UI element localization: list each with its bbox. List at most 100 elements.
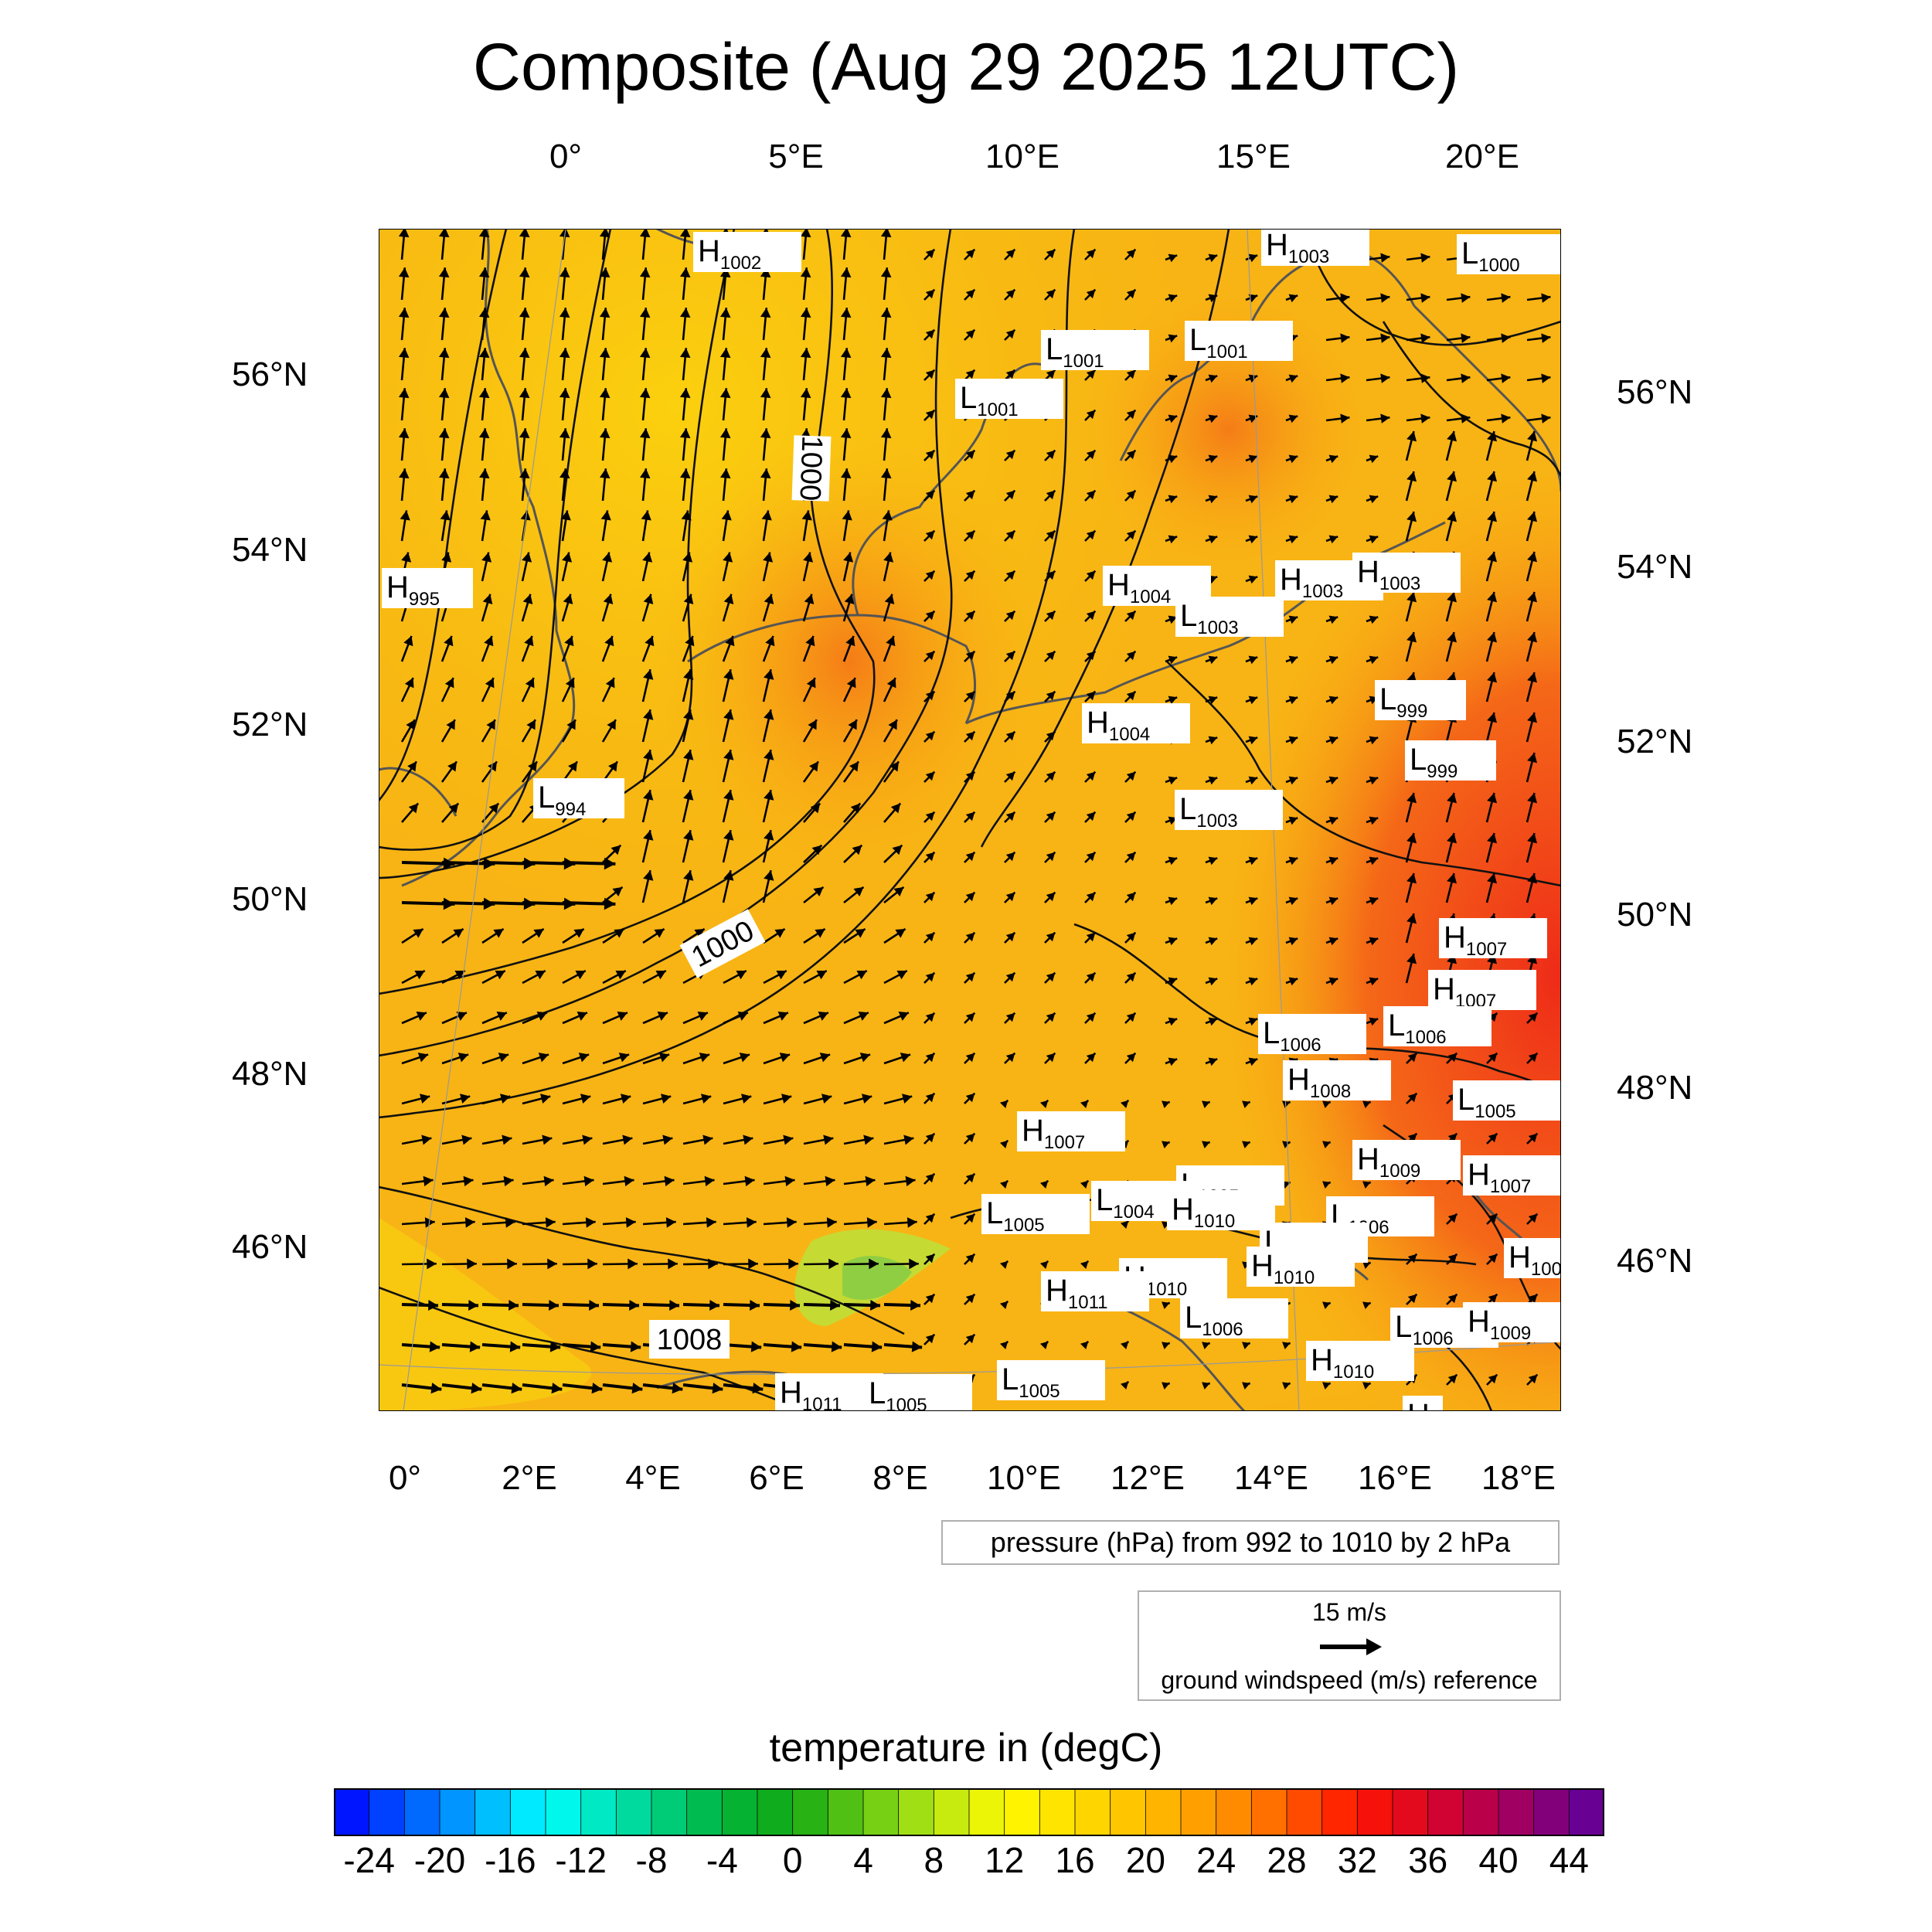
colorbar-box xyxy=(369,1788,406,1836)
colorbar-box xyxy=(968,1788,1005,1836)
isobar-label: 1000 xyxy=(794,435,828,502)
colorbar-box xyxy=(1392,1788,1429,1836)
colorbar-tick-label: 0 xyxy=(782,1840,803,1880)
colorbar-box xyxy=(792,1788,829,1836)
colorbar-tick-label: 32 xyxy=(1337,1840,1377,1880)
colorbar-tick-label: -12 xyxy=(555,1840,607,1880)
colorbar-box xyxy=(1533,1788,1570,1836)
high-pressure-label: H1011 xyxy=(1041,1271,1149,1313)
colorbar-box xyxy=(545,1788,582,1836)
low-pressure-label: L1006 xyxy=(1383,1006,1492,1048)
top-lon-label: 20°E xyxy=(1445,138,1519,175)
low-pressure-label: L1001 xyxy=(1041,330,1149,372)
top-lon-label: 15°E xyxy=(1216,138,1291,175)
right-lat-label: 54°N xyxy=(1617,548,1693,586)
colorbar-tick-label: 8 xyxy=(923,1840,944,1880)
colorbar-box xyxy=(439,1788,476,1836)
colorbar-tick-label: 16 xyxy=(1055,1840,1095,1880)
wind-reference-legend: 15 m/s ground windspeed (m/s) reference xyxy=(1138,1590,1561,1701)
bottom-lon-label: 10°E xyxy=(987,1459,1061,1497)
high-pressure-label: H1003 xyxy=(1261,229,1369,267)
colorbar-box xyxy=(474,1788,512,1836)
bottom-lon-label: 18°E xyxy=(1481,1459,1556,1497)
colorbar-box xyxy=(827,1788,864,1836)
colorbar-box xyxy=(898,1788,935,1836)
colorbar-box xyxy=(580,1788,617,1836)
low-pressure-label: L999 xyxy=(1405,740,1496,782)
bottom-lon-label: 2°E xyxy=(502,1459,557,1497)
colorbar-box xyxy=(1074,1788,1111,1836)
wind-reference-arrow-icon xyxy=(1320,1638,1382,1655)
low-pressure-label: L1005 xyxy=(997,1360,1105,1402)
bottom-lon-label: 12°E xyxy=(1111,1459,1185,1497)
low-pressure-label: L999 xyxy=(1375,680,1466,722)
left-lat-label: 54°N xyxy=(232,531,308,569)
low-pressure-label: L994 xyxy=(533,778,624,820)
page-title: Composite (Aug 29 2025 12UTC) xyxy=(472,30,1460,104)
bottom-lon-label: 4°E xyxy=(625,1459,681,1497)
colorbar-box xyxy=(334,1788,370,1836)
high-pressure-label: H995 xyxy=(382,568,473,610)
left-lat-label: 56°N xyxy=(232,355,308,393)
low-pressure-label: L1005 xyxy=(864,1374,972,1411)
colorbar-box xyxy=(1145,1788,1182,1836)
colorbar-box xyxy=(1427,1788,1464,1836)
colorbar-box xyxy=(1462,1788,1499,1836)
high-pressure-label: H100 xyxy=(1504,1238,1561,1280)
high-pressure-label: H1009 xyxy=(1463,1302,1561,1344)
wind-reference-caption: ground windspeed (m/s) reference xyxy=(1161,1666,1538,1694)
low-pressure-label: L1001 xyxy=(1185,321,1293,362)
colorbar-tick-label: -4 xyxy=(706,1840,738,1880)
low-pressure-label: L1001 xyxy=(955,379,1063,420)
high-pressure-label: H1003 xyxy=(1352,553,1461,594)
colorbar-tick-label: 4 xyxy=(853,1840,873,1880)
colorbar-box xyxy=(1498,1788,1535,1836)
colorbar-box xyxy=(721,1788,758,1836)
right-lat-label: 52°N xyxy=(1617,723,1693,760)
colorbar-box xyxy=(1568,1788,1604,1836)
high-pressure-label: H1007 xyxy=(1428,970,1536,1012)
wind-reference-speed: 15 m/s xyxy=(1311,1598,1387,1626)
high-pressure-label: H1008 xyxy=(1283,1060,1391,1102)
high-pressure-label: H1002 xyxy=(693,232,801,274)
right-lat-label: 50°N xyxy=(1617,896,1693,934)
colorbar-box xyxy=(1321,1788,1359,1836)
colorbar-tick-label: -20 xyxy=(413,1840,466,1880)
colorbar-box xyxy=(651,1788,688,1836)
colorbar-box xyxy=(862,1788,900,1836)
colorbar-box xyxy=(509,1788,546,1836)
pressure-center-labels: H1002 H1003 L1000 L1001 L1001 L1001 H995 H1004 L… xyxy=(382,229,1561,1411)
colorbar-box xyxy=(403,1788,440,1836)
low-pressure-label: L1003 xyxy=(1175,790,1283,832)
colorbar-box xyxy=(1286,1788,1323,1836)
colorbar-tick-label: 20 xyxy=(1125,1840,1165,1880)
left-lat-label: 48°N xyxy=(232,1055,308,1093)
low-pressure-label: L1000 xyxy=(1457,234,1561,276)
colorbar-tick-label: 12 xyxy=(985,1840,1025,1880)
bottom-lon-label: 14°E xyxy=(1234,1459,1308,1497)
right-lat-label: 48°N xyxy=(1617,1069,1693,1107)
bottom-lon-label: 8°E xyxy=(872,1459,928,1497)
colorbar-box xyxy=(686,1788,723,1836)
high-pressure-label: H1007 xyxy=(1463,1155,1561,1197)
map-canvas: H1002 H1003 L1000 L1001 L1001 L1001 H995 H1004 L… xyxy=(379,229,1561,1411)
colorbar-box xyxy=(615,1788,652,1836)
right-lat-label: 46°N xyxy=(1617,1242,1693,1280)
isobar-label: 1008 xyxy=(657,1324,723,1356)
weather-map: H1002 H1003 L1000 L1001 L1001 L1001 H995 H1004 L… xyxy=(379,229,1561,1411)
pressure-legend: pressure (hPa) from 992 to 1010 by 2 hPa xyxy=(941,1520,1560,1565)
high-pressure-label: H1009 xyxy=(1352,1140,1461,1182)
top-lon-label: 0° xyxy=(549,138,583,175)
colorbar-tick-label: 44 xyxy=(1549,1840,1589,1880)
low-pressure-label: L1003 xyxy=(1175,597,1284,638)
colorbar-box xyxy=(1110,1788,1147,1836)
colorbar-box xyxy=(1004,1788,1041,1836)
colorbar-tick-label: -16 xyxy=(485,1840,536,1880)
low-pressure-label: L1005 xyxy=(981,1194,1090,1236)
right-lat-label: 56°N xyxy=(1617,373,1693,411)
colorbar-tick-label: 24 xyxy=(1196,1840,1236,1880)
left-lat-label: 46°N xyxy=(232,1228,308,1266)
colorbar-box xyxy=(1216,1788,1253,1836)
high-pressure-label: H1010 xyxy=(1247,1247,1355,1288)
colorbar-box xyxy=(1039,1788,1076,1836)
